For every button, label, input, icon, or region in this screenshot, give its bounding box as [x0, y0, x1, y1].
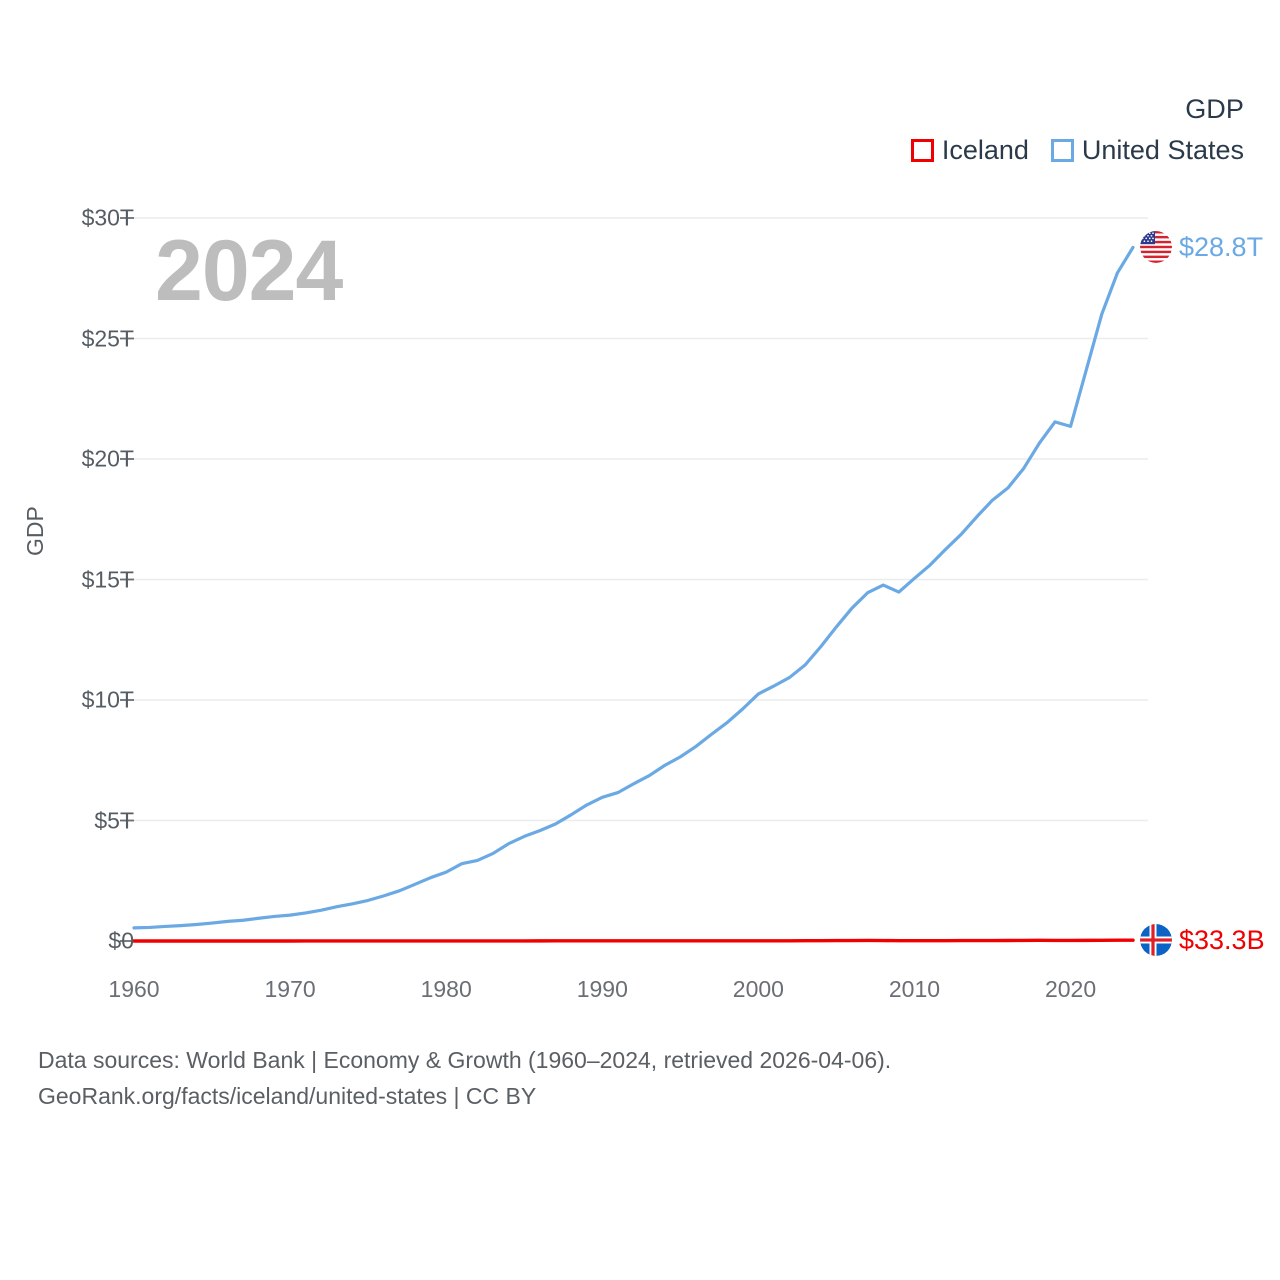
y-axis-title: GDP [22, 506, 48, 556]
footer-attribution: Data sources: World Bank | Economy & Gro… [38, 1043, 891, 1114]
x-tick-label: 1970 [264, 976, 316, 1002]
x-tick-label: 1980 [420, 976, 472, 1002]
chart-legend: GDP Iceland United States [910, 94, 1244, 165]
iceland-flag-icon [1140, 924, 1172, 957]
end-label-iceland: $33.3B [1140, 924, 1265, 957]
legend-label-iceland: Iceland [941, 135, 1029, 165]
legend-title: GDP [1185, 94, 1244, 124]
footer-line-sources: Data sources: World Bank | Economy & Gro… [38, 1047, 892, 1073]
series-line-iceland [132, 938, 1135, 943]
footer-line-url[interactable]: GeoRank.org/facts/iceland/united-states … [38, 1082, 537, 1109]
x-tick-label: 1960 [108, 976, 160, 1002]
gridlines [134, 217, 1148, 822]
end-label-value-iceland: $33.3B [1179, 924, 1265, 955]
series-line-united-states [132, 245, 1135, 930]
end-label-value-united-states: $28.8T [1179, 231, 1264, 262]
y-axis-tick-marks [120, 217, 134, 942]
y-tick-label: $0 [108, 927, 134, 954]
y-tick-label: $15T [81, 566, 134, 592]
legend-swatch-iceland [910, 139, 934, 162]
legend-swatch-united-states [1050, 139, 1074, 162]
y-tick-label: $25T [81, 325, 134, 351]
x-tick-label: 2010 [888, 976, 941, 1002]
y-tick-label: $5T [94, 807, 134, 833]
us-flag-icon [1140, 231, 1172, 264]
legend-item-iceland[interactable]: Iceland [910, 135, 1029, 165]
end-label-united-states: $28.8T [1140, 231, 1264, 264]
legend-items: Iceland United States [910, 135, 1244, 165]
legend-label-united-states: United States [1081, 135, 1244, 165]
year-watermark: 2024 [155, 223, 343, 319]
x-tick-label: 2020 [1044, 976, 1097, 1002]
y-tick-label: $30T [81, 204, 134, 231]
x-tick-label: 1990 [576, 976, 628, 1002]
y-tick-label: $20T [81, 445, 134, 472]
x-tick-label: 2000 [732, 976, 784, 1002]
legend-item-united-states[interactable]: United States [1050, 135, 1244, 165]
y-tick-label: $10T [81, 686, 134, 713]
